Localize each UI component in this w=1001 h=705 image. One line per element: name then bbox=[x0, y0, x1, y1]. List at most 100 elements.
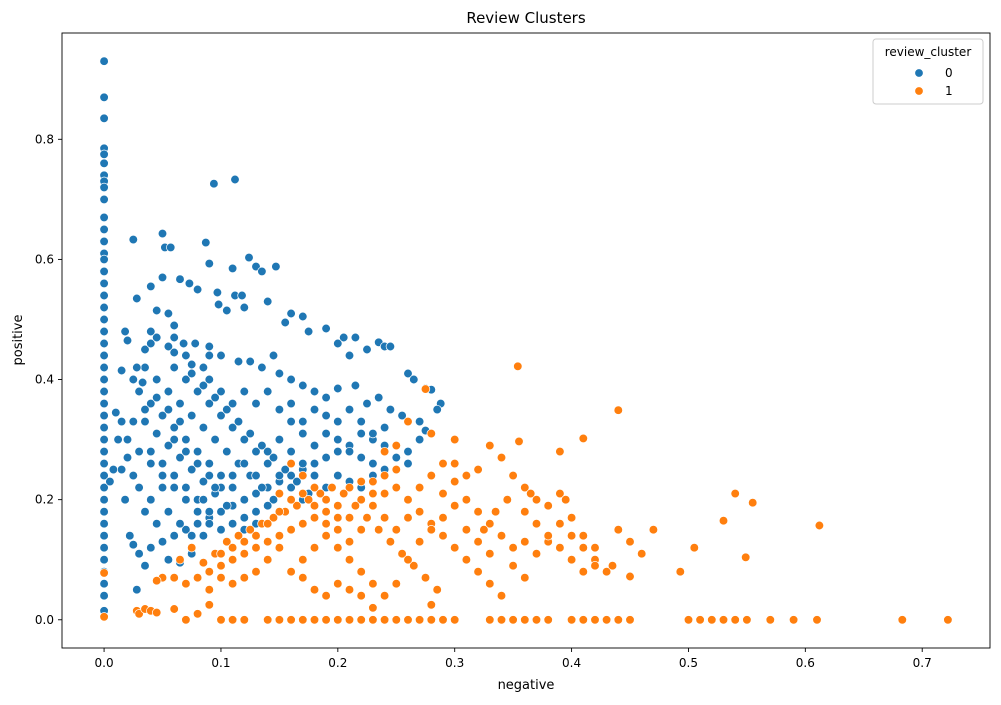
data-point-cluster-0 bbox=[298, 458, 308, 469]
data-point-cluster-0 bbox=[181, 495, 191, 505]
data-point-cluster-0 bbox=[99, 254, 109, 265]
data-point-cluster-0 bbox=[216, 507, 226, 517]
data-point-cluster-0 bbox=[333, 446, 343, 457]
data-point-cluster-1 bbox=[385, 537, 396, 547]
data-point-cluster-1 bbox=[508, 561, 518, 571]
data-point-cluster-1 bbox=[391, 615, 401, 625]
data-point-cluster-0 bbox=[263, 296, 273, 307]
data-point-cluster-0 bbox=[152, 305, 162, 316]
data-point-cluster-0 bbox=[204, 258, 214, 269]
data-point-cluster-1 bbox=[216, 549, 226, 559]
data-point-cluster-0 bbox=[286, 398, 296, 409]
data-point-cluster-0 bbox=[198, 476, 209, 487]
data-point-cluster-0 bbox=[140, 507, 150, 517]
data-point-cluster-1 bbox=[356, 525, 366, 535]
data-point-cluster-0 bbox=[152, 332, 162, 343]
data-point-cluster-1 bbox=[742, 615, 752, 625]
data-point-cluster-1 bbox=[391, 579, 401, 589]
data-point-cluster-1 bbox=[344, 513, 355, 523]
data-point-cluster-1 bbox=[566, 531, 577, 541]
data-point-cluster-1 bbox=[502, 495, 512, 505]
data-point-cluster-0 bbox=[251, 488, 261, 499]
data-point-cluster-0 bbox=[99, 113, 109, 123]
data-point-cluster-0 bbox=[286, 482, 296, 493]
data-point-cluster-1 bbox=[897, 615, 907, 625]
data-point-cluster-0 bbox=[274, 368, 285, 379]
data-point-cluster-0 bbox=[175, 519, 185, 529]
data-point-cluster-1 bbox=[333, 513, 343, 523]
x-tick-label: 0.6 bbox=[796, 656, 815, 670]
data-point-cluster-1 bbox=[368, 501, 378, 511]
data-point-cluster-0 bbox=[216, 350, 226, 361]
data-point-cluster-0 bbox=[181, 434, 191, 445]
data-point-cluster-1 bbox=[426, 428, 436, 439]
data-point-cluster-0 bbox=[385, 341, 396, 352]
data-point-cluster-0 bbox=[99, 495, 109, 505]
data-point-cluster-0 bbox=[280, 464, 290, 475]
data-point-cluster-0 bbox=[204, 350, 214, 361]
data-point-cluster-1 bbox=[181, 579, 191, 589]
data-point-cluster-1 bbox=[286, 525, 296, 535]
data-point-cluster-0 bbox=[178, 338, 189, 349]
data-point-cluster-1 bbox=[286, 615, 296, 625]
data-point-cluster-0 bbox=[99, 507, 109, 517]
data-point-cluster-0 bbox=[146, 458, 156, 469]
data-point-cluster-0 bbox=[116, 464, 127, 475]
data-point-cluster-0 bbox=[251, 398, 261, 409]
data-point-cluster-0 bbox=[169, 482, 179, 493]
data-point-cluster-0 bbox=[271, 261, 281, 272]
data-point-cluster-0 bbox=[175, 398, 185, 409]
data-point-cluster-0 bbox=[187, 410, 197, 421]
data-point-cluster-1 bbox=[403, 615, 413, 625]
data-point-cluster-0 bbox=[163, 507, 174, 517]
data-point-cluster-1 bbox=[648, 525, 659, 535]
data-point-cluster-1 bbox=[450, 543, 460, 553]
data-point-cluster-0 bbox=[257, 440, 267, 451]
data-point-cluster-0 bbox=[99, 579, 109, 589]
data-point-cluster-0 bbox=[216, 410, 226, 421]
data-point-cluster-1 bbox=[461, 555, 472, 565]
data-point-cluster-0 bbox=[152, 519, 162, 529]
data-point-cluster-0 bbox=[122, 335, 133, 346]
data-point-cluster-0 bbox=[99, 555, 109, 565]
data-point-cluster-0 bbox=[146, 338, 156, 349]
data-point-cluster-0 bbox=[286, 470, 296, 481]
data-point-cluster-0 bbox=[134, 446, 144, 457]
data-point-cluster-1 bbox=[607, 561, 618, 571]
data-point-cluster-1 bbox=[496, 452, 507, 463]
data-point-cluster-0 bbox=[204, 458, 214, 469]
data-point-cluster-0 bbox=[163, 404, 174, 415]
data-point-cluster-0 bbox=[181, 446, 191, 457]
data-point-cluster-0 bbox=[309, 386, 320, 397]
data-point-cluster-1 bbox=[566, 615, 577, 625]
data-point-cluster-0 bbox=[132, 585, 142, 595]
data-point-cluster-0 bbox=[175, 274, 185, 284]
data-point-cluster-0 bbox=[140, 362, 150, 373]
data-point-cluster-1 bbox=[391, 525, 401, 535]
data-point-cluster-1 bbox=[356, 495, 366, 505]
data-point-cluster-0 bbox=[257, 482, 267, 493]
data-point-cluster-0 bbox=[286, 374, 296, 385]
data-point-cluster-0 bbox=[99, 591, 109, 601]
data-point-cluster-1 bbox=[578, 567, 588, 577]
data-point-cluster-0 bbox=[251, 446, 261, 457]
data-point-cluster-0 bbox=[190, 338, 200, 349]
data-point-cluster-1 bbox=[169, 573, 179, 583]
data-point-cluster-1 bbox=[350, 501, 361, 511]
data-point-cluster-0 bbox=[321, 323, 331, 334]
data-point-cluster-0 bbox=[309, 458, 320, 469]
data-point-cluster-1 bbox=[274, 543, 285, 553]
data-point-cluster-1 bbox=[403, 513, 413, 523]
data-point-cluster-1 bbox=[303, 495, 314, 505]
data-point-cluster-1 bbox=[368, 476, 378, 487]
data-point-cluster-0 bbox=[146, 398, 156, 409]
data-point-cluster-0 bbox=[181, 482, 191, 493]
data-point-cluster-0 bbox=[321, 392, 331, 403]
data-point-cluster-0 bbox=[274, 404, 285, 415]
data-point-cluster-0 bbox=[268, 452, 279, 463]
data-point-cluster-1 bbox=[216, 573, 226, 583]
data-point-cluster-1 bbox=[152, 576, 162, 586]
data-point-cluster-0 bbox=[128, 374, 138, 385]
data-point-cluster-1 bbox=[192, 573, 203, 583]
